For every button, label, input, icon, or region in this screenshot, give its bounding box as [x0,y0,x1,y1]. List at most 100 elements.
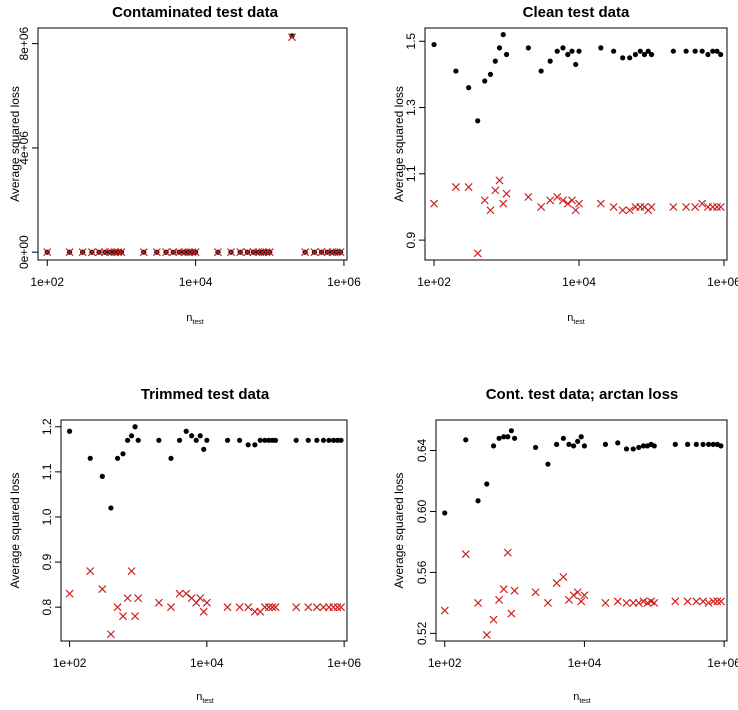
data-point-dot [705,51,711,58]
data-point-cross [625,206,634,215]
x-tick-label: 1e+06 [707,275,738,289]
data-point-cross [304,603,313,612]
x-tick-label: 1e+06 [707,656,738,670]
y-tick-label: 4e+06 [17,131,31,165]
data-point-dot [492,58,498,64]
data-point-cross [461,550,470,559]
data-point-dot [193,437,199,443]
data-point-cross [691,202,700,211]
plot-frame [60,419,348,642]
data-point-dot [500,32,506,38]
data-point-cross [196,594,205,603]
data-point-cross [114,248,123,257]
data-point-cross [699,597,708,606]
data-point-cross [213,248,222,257]
data-point-cross [486,206,495,215]
data-point-cross [692,597,701,606]
data-point-dot [706,441,712,447]
data-point-dot [554,441,560,447]
data-point-cross [543,598,552,607]
y-axis-label: Average squared loss [8,473,22,589]
data-point-cross [713,597,722,606]
data-point-dot [651,443,657,449]
plot-panel-3: Trimmed test data 0.8 0.9 1.0 1.1 1.2 1e+02 1e+… [8,386,361,705]
x-axis-label-main: n [186,312,192,324]
data-point-dot [490,443,497,449]
data-point-cross [510,586,519,595]
data-point-dot [718,51,724,58]
data-point-cross [288,33,297,42]
data-point-dot [615,440,621,446]
data-point-cross [553,193,562,202]
data-point-cross [110,248,119,257]
data-point-dot [641,51,648,58]
data-point-dot [573,61,579,68]
data-point-dot [700,441,706,447]
data-point-dot [623,446,630,452]
data-point-dot [183,428,189,434]
data-point-cross [123,594,132,603]
x-tick-label: 1e+04 [179,275,213,289]
data-point-cross [113,603,122,612]
data-point-cross [596,199,605,208]
data-point-cross [184,248,193,257]
data-point-cross [43,248,52,257]
data-point-dot [503,51,510,58]
data-point-cross [499,199,508,208]
data-point-dot [620,55,626,61]
data-point-dot [245,442,251,448]
data-point-cross [175,589,184,598]
data-point-cross [473,249,482,258]
data-point-cross [117,248,126,257]
data-point-cross [537,202,546,211]
x-axis-label-subscript: test [192,319,203,326]
data-point-dot [338,437,344,443]
data-point-cross [495,176,504,185]
x-axis-label: ntest [196,691,213,705]
data-point-dot [636,444,642,451]
data-point-dot [637,48,643,54]
data-point-cross [524,193,533,202]
data-point-cross [292,603,301,612]
data-point-dot [554,48,560,54]
data-point-cross [704,598,713,607]
x-tick-label: 1e+02 [417,275,451,289]
data-point-cross [333,603,342,612]
data-point-cross [271,603,280,612]
data-point-dot [565,51,571,58]
data-point-dot [168,455,174,461]
data-point-cross [152,248,161,257]
data-point-cross [191,248,200,257]
data-point-dot [314,437,320,443]
x-tick-label: 1e+02 [53,656,87,670]
data-point-dot [156,437,162,443]
data-point-cross [268,603,277,612]
data-point-cross [546,196,555,205]
y-tick-label: 1.3 [404,99,418,116]
plot-frame [37,27,348,261]
data-point-cross [310,248,319,257]
data-point-cross [223,603,232,612]
data-point-cross [188,248,197,257]
data-point-dot [135,437,141,443]
data-point-dot [120,451,126,457]
data-point-cross [332,248,341,257]
data-point-cross [499,585,508,594]
data-point-dot [598,45,604,51]
data-point-cross [244,603,253,612]
data-point-cross [601,598,610,607]
data-point-cross [317,248,326,257]
data-point-cross [464,183,473,192]
y-tick-label: 0.9 [404,231,418,248]
data-point-cross [78,248,87,257]
data-point-dot [289,33,295,39]
data-point-cross [65,248,74,257]
data-point-cross [567,196,577,205]
data-point-dot [570,443,577,449]
data-point-cross [98,585,107,594]
plot-panel-4: Cont. test data; arctan loss 0.52 0.56 0.60… [392,386,738,705]
data-point-dot [672,441,678,447]
data-point-cross [480,196,489,205]
y-tick-label: 1.5 [404,33,418,50]
